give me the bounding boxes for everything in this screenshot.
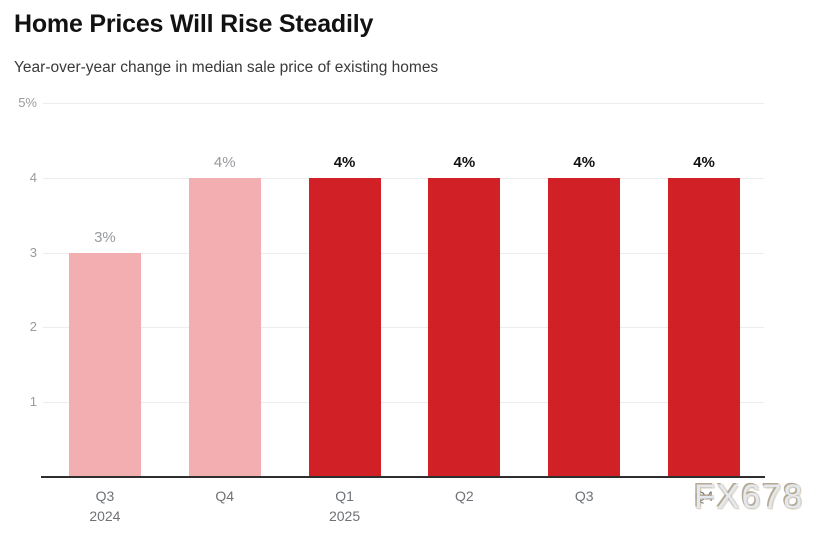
bar-4 bbox=[548, 177, 621, 477]
watermark: FX678 bbox=[694, 478, 805, 516]
bar-column-2: 4% bbox=[285, 103, 405, 477]
x-tick-3: Q2 bbox=[404, 486, 524, 526]
bar-column-0: 3% bbox=[45, 103, 165, 477]
x-tick-label-1: Q4 bbox=[215, 488, 235, 504]
bar-value-label-4: 4% bbox=[573, 153, 596, 171]
x-tick-2: Q1 2025 bbox=[285, 486, 405, 526]
y-tick-label-1: 1 bbox=[29, 394, 37, 410]
x-tick-label-4: Q3 bbox=[574, 488, 594, 504]
x-tick-label-3: Q2 bbox=[455, 488, 474, 504]
bar-column-4: 4% bbox=[524, 103, 644, 477]
bar-column-5: 4% bbox=[644, 103, 764, 477]
x-tick-1: Q4 bbox=[165, 486, 285, 526]
gridline-2 bbox=[43, 327, 764, 329]
y-tick-label-3: 3 bbox=[29, 244, 37, 260]
y-tick-label-5: 5% bbox=[18, 95, 37, 110]
x-tick-0: Q3 2024 bbox=[45, 486, 165, 526]
bar-5 bbox=[668, 177, 741, 477]
bar-1 bbox=[188, 177, 261, 477]
y-tick-label-2: 2 bbox=[29, 319, 37, 335]
x-tick-4: Q3 bbox=[524, 486, 644, 526]
bar-2 bbox=[308, 177, 381, 477]
bar-value-label-3: 4% bbox=[453, 153, 476, 171]
chart-title: Home Prices Will Rise Steadily bbox=[14, 10, 374, 38]
y-tick-label-4: 4 bbox=[29, 169, 37, 185]
x-axis-line bbox=[41, 476, 765, 478]
gridline-5 bbox=[43, 103, 764, 104]
bar-column-1: 4% bbox=[165, 103, 285, 477]
gridline-1 bbox=[43, 402, 764, 404]
bar-3 bbox=[428, 177, 501, 477]
bar-value-label-2: 4% bbox=[333, 153, 356, 171]
x-tick-5: Q4 bbox=[644, 486, 764, 526]
bar-column-3: 4% bbox=[404, 103, 524, 477]
gridline-4 bbox=[43, 177, 764, 179]
bar-value-label-5: 4% bbox=[693, 153, 715, 171]
x-tick-year-2: 2025 bbox=[328, 508, 361, 524]
x-tick-label-0: Q3 bbox=[95, 488, 115, 504]
x-tick-label-5: Q4 bbox=[694, 488, 714, 504]
x-tick-label-2: Q1 bbox=[335, 488, 354, 504]
bars-row: 3% 4% 4% 4% 4% 4% bbox=[45, 103, 764, 477]
chart-subtitle: Year-over-year change in median sale pri… bbox=[14, 59, 439, 76]
gridline-3 bbox=[43, 252, 764, 254]
bar-value-label-1: 4% bbox=[213, 153, 236, 171]
bar-0 bbox=[68, 252, 141, 477]
bar-value-label-0: 3% bbox=[94, 228, 116, 246]
x-tick-year-0: 2024 bbox=[89, 508, 121, 524]
x-axis-labels: Q3 2024 Q4 Q1 2025 Q2 Q3 Q4 bbox=[45, 486, 764, 526]
plot-area: 1 2 3 4 5% 3% 4% 4% 4% 4% 4% bbox=[18, 95, 765, 478]
